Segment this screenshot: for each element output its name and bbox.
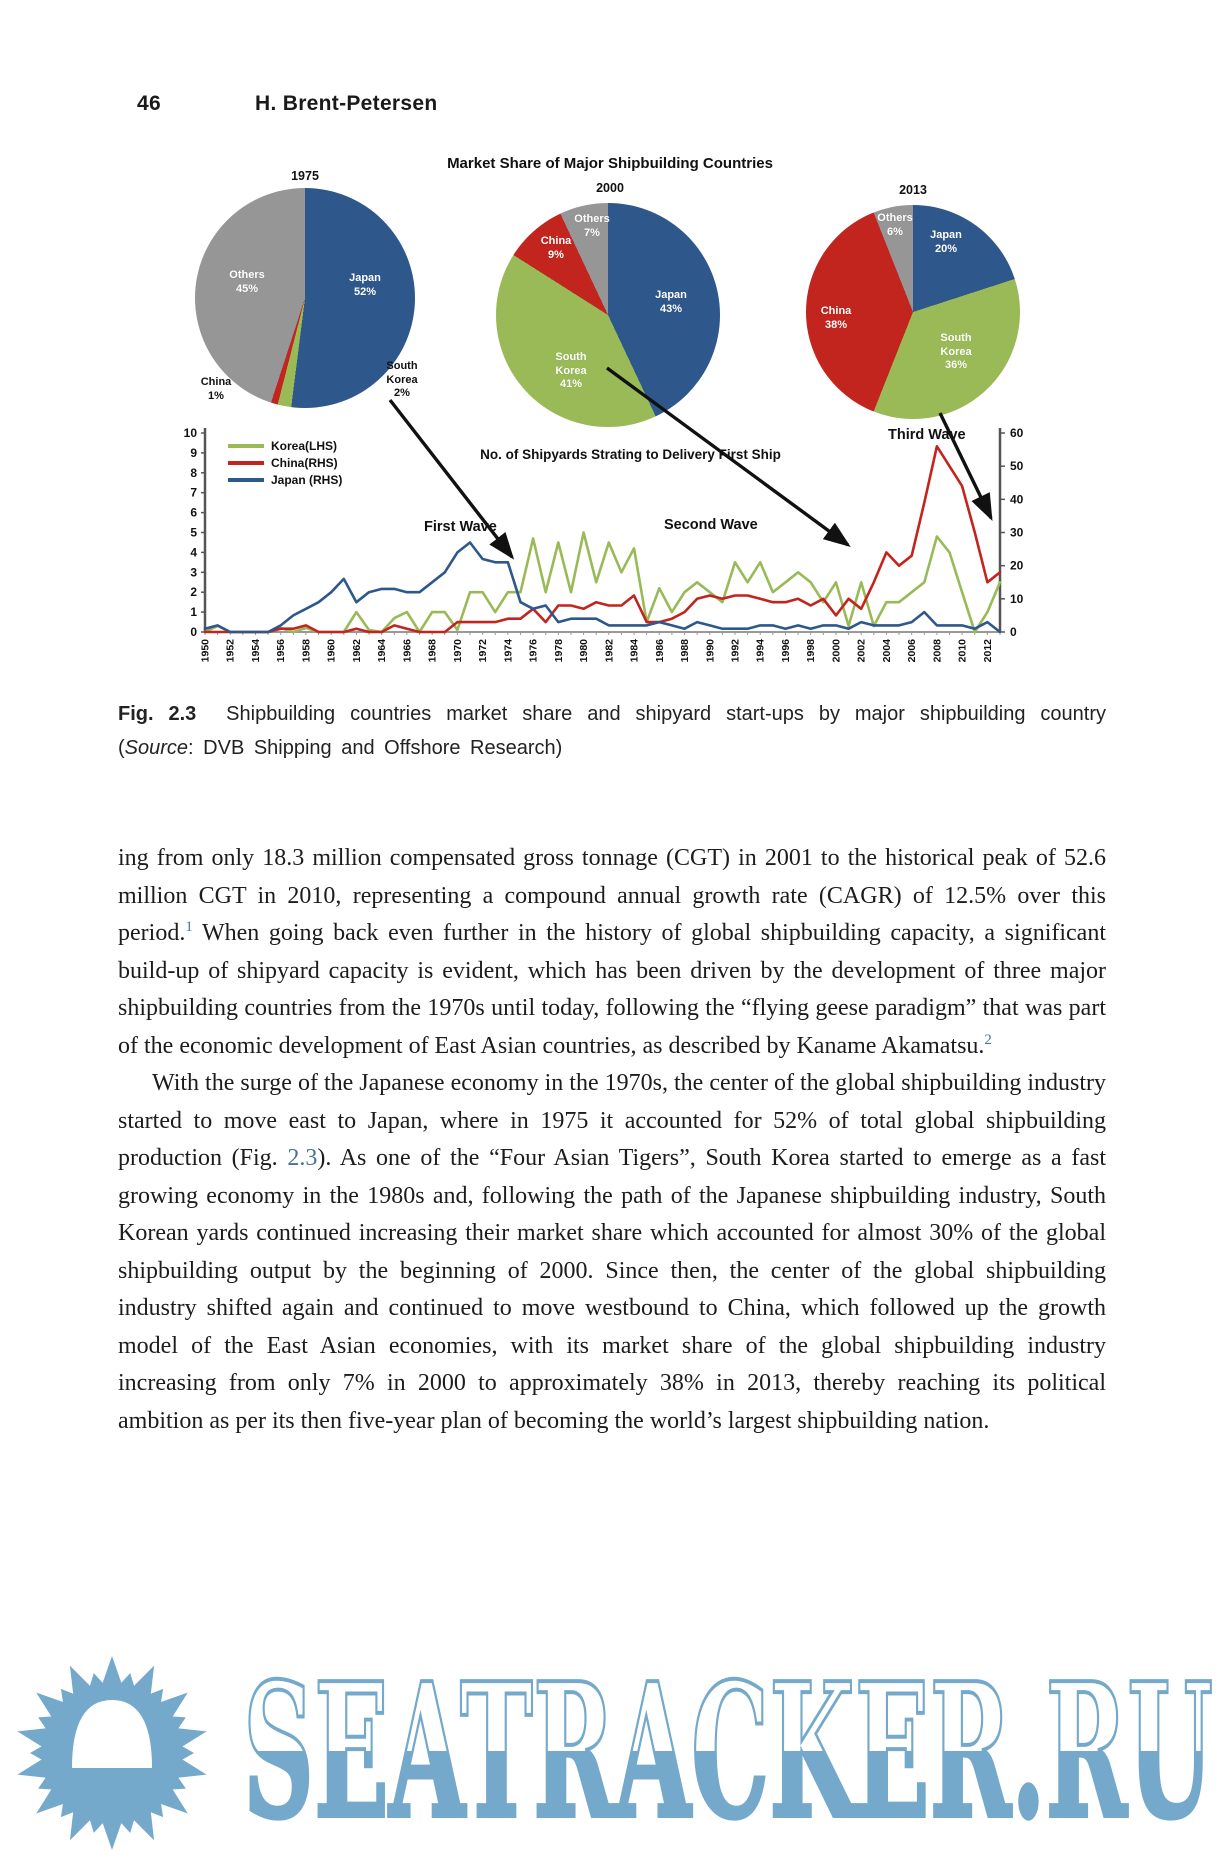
- figure-title: Market Share of Major Shipbuilding Count…: [447, 155, 773, 172]
- svg-text:1974: 1974: [502, 639, 514, 663]
- svg-text:1972: 1972: [477, 639, 489, 663]
- legend-item-korea: Korea(LHS): [228, 437, 342, 454]
- paragraph: ing from only 18.3 million compensated g…: [118, 845, 1106, 1059]
- svg-text:1976: 1976: [528, 639, 540, 663]
- svg-text:1958: 1958: [300, 639, 312, 663]
- pie-label-china-1975: China 1%: [200, 376, 232, 402]
- footnote-ref[interactable]: 2: [984, 1031, 992, 1048]
- svg-text:7: 7: [190, 486, 197, 500]
- svg-text:0: 0: [1010, 625, 1017, 639]
- legend-item-japan: Japan (RHS): [228, 471, 342, 488]
- line-chart-title: No. of Shipyards Strating to Delivery Fi…: [480, 447, 781, 462]
- svg-text:3: 3: [190, 565, 197, 579]
- svg-text:0: 0: [190, 625, 197, 639]
- svg-text:1968: 1968: [427, 639, 439, 663]
- svg-text:1950: 1950: [200, 639, 212, 663]
- pie-label-south-korea-1975: South Korea 2%: [386, 360, 418, 399]
- svg-text:10: 10: [184, 426, 198, 440]
- pie-chart-1975: [195, 188, 415, 408]
- svg-text:1954: 1954: [250, 639, 262, 663]
- svg-text:1992: 1992: [730, 639, 742, 663]
- paragraph: With the surge of the Japanese economy i…: [118, 1070, 1106, 1434]
- sun-dome-icon: [72, 1700, 152, 1768]
- watermark: SEATRACKER.RU: [241, 1668, 1215, 1846]
- pie-2000-title: 2000: [596, 181, 624, 195]
- annotation-first-wave: First Wave: [424, 519, 497, 535]
- svg-text:1: 1: [190, 605, 197, 619]
- svg-text:1984: 1984: [629, 639, 641, 663]
- svg-text:1960: 1960: [326, 639, 338, 663]
- svg-text:6: 6: [190, 506, 197, 520]
- pie-label-china-2000: China 9%: [540, 235, 572, 261]
- pie-label-others-2000: Others 7%: [574, 213, 610, 239]
- svg-text:2010: 2010: [957, 639, 969, 663]
- chart-legend: Korea(LHS) China(RHS) Japan (RHS): [228, 437, 342, 488]
- svg-text:4: 4: [190, 545, 197, 559]
- svg-text:2002: 2002: [856, 639, 868, 663]
- pie-label-others-1975: Others 45%: [229, 269, 265, 295]
- pie-label-japan-1975: Japan 52%: [349, 272, 381, 298]
- svg-text:1990: 1990: [704, 639, 716, 663]
- seatracker-sun-logo: [17, 1656, 207, 1850]
- running-head: H. Brent-Petersen: [255, 92, 438, 115]
- svg-text:1988: 1988: [679, 639, 691, 663]
- svg-text:1964: 1964: [376, 639, 388, 663]
- figure-link[interactable]: 2.3: [287, 1145, 318, 1171]
- annotation-second-wave: Second Wave: [664, 517, 758, 533]
- body-text: ing from only 18.3 million compensated g…: [118, 840, 1106, 1440]
- japan-line-swatch: [228, 477, 264, 482]
- caption-label: Fig. 2.3: [118, 703, 197, 725]
- pie-label-japan-2000: Japan 43%: [655, 289, 687, 315]
- svg-text:2004: 2004: [881, 639, 893, 663]
- svg-text:9: 9: [190, 446, 197, 460]
- svg-text:2006: 2006: [906, 639, 918, 663]
- korea-line-swatch: [228, 443, 264, 448]
- line-chart: 0 1 2 3 4 5 6 7 8 9 10 0 10 20 30 40 50 60 1950 1952 1954 195…: [184, 426, 1024, 663]
- svg-text:30: 30: [1010, 526, 1024, 540]
- svg-text:20: 20: [1010, 559, 1024, 573]
- svg-text:1994: 1994: [755, 639, 767, 663]
- svg-text:10: 10: [1010, 592, 1024, 606]
- watermark-text: SEATRACKER.RU: [243, 1668, 1213, 1846]
- pie-2013-title: 2013: [899, 183, 927, 197]
- footnote-ref[interactable]: 1: [185, 919, 193, 935]
- page-number: 46: [137, 92, 161, 115]
- svg-text:50: 50: [1010, 459, 1024, 473]
- svg-text:1998: 1998: [805, 639, 817, 663]
- legend-item-china: China(RHS): [228, 454, 342, 471]
- svg-text:1970: 1970: [452, 639, 464, 663]
- pie-label-south-korea-2013: South Korea 36%: [940, 332, 972, 371]
- svg-text:1996: 1996: [780, 639, 792, 663]
- svg-text:1952: 1952: [225, 639, 237, 663]
- svg-text:5: 5: [190, 526, 197, 540]
- pie-label-south-korea-2000: South Korea 41%: [555, 351, 587, 390]
- svg-text:2: 2: [190, 585, 197, 599]
- figure-caption: Fig. 2.3 Shipbuilding countries market s…: [118, 703, 1106, 759]
- svg-text:1956: 1956: [275, 639, 287, 663]
- svg-text:60: 60: [1010, 426, 1024, 440]
- pie-1975-title: 1975: [291, 169, 319, 183]
- svg-text:1982: 1982: [603, 639, 615, 663]
- pie-label-japan-2013: Japan 20%: [930, 229, 962, 255]
- svg-text:1986: 1986: [654, 639, 666, 663]
- svg-text:2008: 2008: [931, 639, 943, 663]
- pie-label-china-2013: China 38%: [820, 305, 852, 331]
- svg-text:8: 8: [190, 466, 197, 480]
- svg-text:1962: 1962: [351, 639, 363, 663]
- svg-text:1980: 1980: [578, 639, 590, 663]
- svg-text:1966: 1966: [401, 639, 413, 663]
- svg-text:40: 40: [1010, 492, 1024, 506]
- pie-label-others-2013: Others 6%: [877, 212, 913, 238]
- svg-text:1978: 1978: [553, 639, 565, 663]
- svg-text:2012: 2012: [982, 639, 994, 663]
- annotation-third-wave: Third Wave: [888, 427, 966, 443]
- svg-text:2000: 2000: [830, 639, 842, 663]
- china-line-swatch: [228, 460, 264, 465]
